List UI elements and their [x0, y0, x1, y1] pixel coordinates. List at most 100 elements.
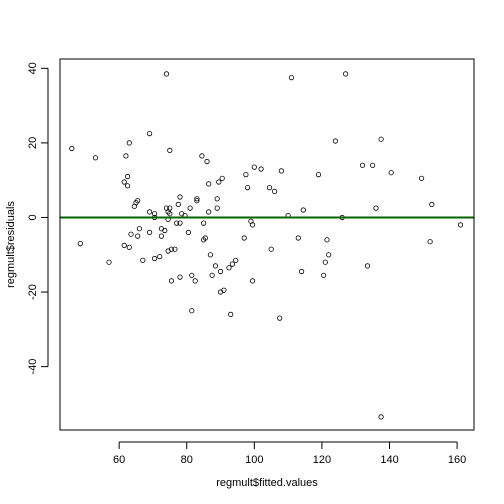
- y-tick-label: -20: [27, 284, 39, 300]
- data-point: [201, 220, 207, 226]
- data-point: [228, 311, 234, 317]
- data-point: [332, 138, 338, 144]
- data-point: [177, 194, 183, 200]
- data-point: [277, 315, 283, 321]
- data-point: [209, 272, 215, 278]
- data-point: [373, 205, 379, 211]
- data-point: [121, 242, 127, 248]
- data-point: [177, 220, 183, 226]
- x-tick-label: 100: [245, 454, 263, 466]
- data-point: [324, 237, 330, 243]
- points-layer: [69, 71, 464, 420]
- data-point: [69, 145, 75, 152]
- data-point: [457, 222, 464, 228]
- data-point: [388, 170, 394, 176]
- y-tick-label: 40: [27, 62, 39, 74]
- data-point: [163, 71, 170, 77]
- data-point: [221, 287, 227, 293]
- data-point: [189, 272, 195, 278]
- data-point: [229, 261, 235, 267]
- data-point: [126, 244, 132, 250]
- data-point: [226, 265, 232, 271]
- data-point: [106, 259, 112, 265]
- data-point: [135, 233, 141, 239]
- data-point: [172, 246, 178, 252]
- y-tick-label: 20: [27, 137, 39, 149]
- data-point: [147, 209, 153, 215]
- x-tick-label: 120: [313, 454, 331, 466]
- data-point: [147, 229, 153, 235]
- data-point: [298, 268, 305, 275]
- y-axis: -40 -20 0 20 40: [27, 62, 49, 375]
- data-point: [177, 274, 183, 280]
- data-point: [429, 201, 435, 207]
- data-point: [192, 278, 198, 284]
- data-point: [125, 183, 131, 189]
- x-tick-label: 140: [380, 454, 398, 466]
- data-point: [322, 259, 328, 265]
- data-point: [167, 147, 173, 153]
- data-point: [140, 257, 146, 263]
- data-point: [214, 205, 220, 211]
- plot-frame: [59, 58, 475, 431]
- data-point: [167, 205, 173, 211]
- data-point: [199, 153, 205, 159]
- data-point: [147, 131, 153, 137]
- data-point: [204, 158, 210, 165]
- data-point: [250, 278, 256, 284]
- data-point: [158, 233, 164, 239]
- data-point: [320, 272, 327, 278]
- x-tick-label: 160: [448, 454, 466, 466]
- data-point: [175, 201, 181, 207]
- data-point: [251, 164, 257, 170]
- data-point: [250, 222, 256, 228]
- data-point: [266, 185, 273, 191]
- data-point: [92, 155, 99, 161]
- x-tick-label: 60: [113, 454, 125, 466]
- data-point: [202, 235, 208, 241]
- data-point: [427, 239, 433, 245]
- x-axis-title: regmult$fitted.values: [216, 477, 318, 489]
- data-point: [219, 175, 225, 181]
- data-point: [418, 175, 425, 181]
- data-point: [121, 179, 127, 185]
- data-point: [245, 185, 251, 191]
- data-point: [128, 231, 134, 237]
- data-point: [233, 257, 239, 263]
- data-point: [152, 255, 158, 262]
- data-point: [212, 263, 219, 269]
- data-point: [168, 278, 175, 284]
- data-point: [241, 235, 247, 241]
- data-point: [206, 181, 212, 187]
- data-point: [125, 173, 131, 180]
- data-point: [123, 153, 129, 159]
- data-point: [268, 246, 274, 252]
- data-point: [271, 188, 278, 194]
- data-point: [207, 252, 213, 258]
- data-point: [126, 140, 132, 146]
- data-point: [300, 207, 306, 213]
- data-point: [217, 268, 224, 275]
- data-point: [378, 414, 384, 420]
- data-point: [216, 179, 222, 185]
- data-point: [189, 308, 195, 314]
- data-point: [258, 166, 264, 172]
- data-point: [359, 162, 366, 168]
- x-axis: 60 80 100 120 140 160: [113, 441, 466, 466]
- data-point: [157, 254, 163, 260]
- data-point: [243, 172, 249, 178]
- data-point: [174, 220, 180, 226]
- data-point: [152, 211, 158, 217]
- data-point: [288, 75, 295, 81]
- data-point: [135, 198, 141, 204]
- data-point: [295, 235, 301, 241]
- data-point: [364, 263, 371, 269]
- data-point: [168, 246, 175, 252]
- data-point: [162, 227, 168, 234]
- data-point: [369, 162, 376, 168]
- data-point: [378, 136, 384, 142]
- data-point: [326, 252, 332, 258]
- x-tick-label: 80: [181, 454, 193, 466]
- data-point: [187, 205, 193, 211]
